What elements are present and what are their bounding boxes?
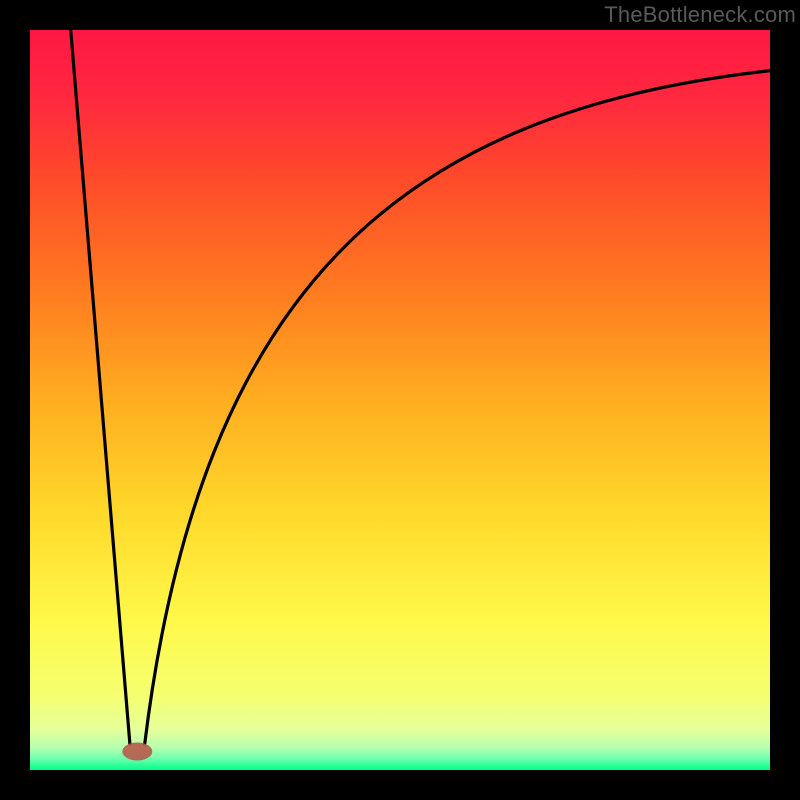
watermark-text: TheBottleneck.com [600, 0, 800, 30]
plot-area [30, 30, 770, 770]
valley-marker [122, 743, 152, 761]
right-ascending-curve [145, 71, 770, 744]
left-descending-line [71, 30, 130, 744]
curve-layer [30, 30, 770, 770]
chart-container: TheBottleneck.com [0, 0, 800, 800]
